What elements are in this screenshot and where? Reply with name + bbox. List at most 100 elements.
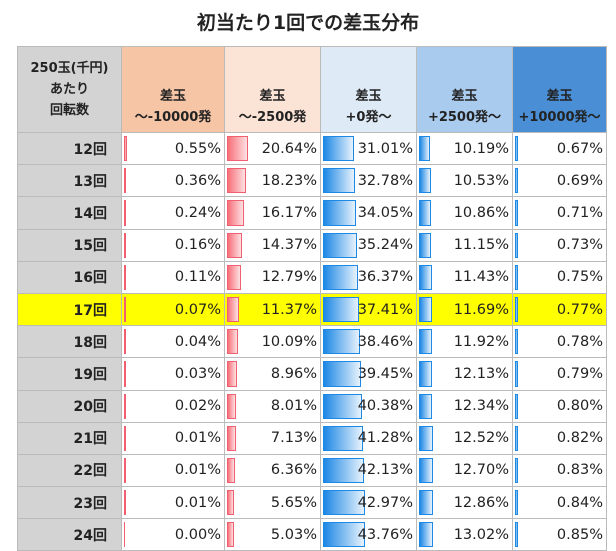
data-bar (323, 200, 357, 226)
row-label: 18回 (17, 325, 122, 359)
value-text: 12.70% (453, 462, 509, 479)
data-bar (323, 136, 354, 162)
data-bar (419, 168, 431, 194)
corner-line: あたり (49, 82, 89, 97)
value-text: 16.17% (261, 204, 317, 221)
value-text: 7.13% (270, 430, 317, 447)
data-bar (227, 232, 243, 258)
value-cell: 12.13% (416, 357, 513, 391)
row-label: 13回 (17, 164, 122, 198)
data-bar (227, 264, 241, 290)
value-cell: 16.17% (224, 196, 321, 230)
data-bar (515, 200, 518, 226)
value-cell: 36.37% (320, 260, 417, 294)
value-text: 32.78% (357, 172, 413, 189)
value-text: 0.77% (556, 301, 603, 318)
value-cell: 8.01% (224, 389, 321, 423)
value-cell: 12.79% (224, 260, 321, 294)
value-text: 20.64% (261, 140, 317, 157)
value-text: 0.07% (174, 301, 221, 318)
value-text: 18.23% (261, 172, 317, 189)
data-bar (124, 136, 127, 162)
data-bar (323, 457, 364, 484)
data-bar (227, 522, 234, 548)
value-text: 10.09% (261, 333, 317, 350)
data-bar (124, 232, 127, 258)
value-cell: 0.07% (121, 292, 225, 327)
value-cell: 0.69% (512, 164, 607, 198)
data-bar (419, 232, 432, 258)
value-cell: 42.97% (320, 486, 417, 520)
value-cell: 11.69% (416, 292, 513, 327)
value-text: 8.01% (270, 398, 317, 415)
value-cell: 10.86% (416, 196, 513, 230)
header-line: 差玉 (355, 89, 382, 104)
header-line: +10000発～ (518, 110, 601, 125)
chart-title: 初当たり1回での差玉分布 (196, 12, 420, 34)
data-bar (227, 329, 239, 355)
data-bar (419, 361, 433, 387)
value-cell: 12.34% (416, 389, 513, 423)
value-text: 0.00% (174, 526, 221, 543)
data-bar (515, 490, 518, 516)
data-bar (419, 393, 433, 419)
value-cell: 31.01% (320, 131, 417, 166)
value-cell: 5.65% (224, 486, 321, 520)
value-text: 10.19% (453, 140, 509, 157)
value-text: 0.03% (174, 365, 221, 382)
table-row: 17回 0.07% 11.37% 37.41% 11.69% 0.77% (17, 292, 607, 327)
data-bar (124, 200, 127, 226)
row-label: 20回 (17, 389, 122, 423)
value-text: 42.97% (357, 494, 413, 511)
data-bar (323, 425, 363, 451)
value-text: 0.71% (556, 204, 603, 221)
data-bar (515, 522, 518, 548)
value-cell: 10.53% (416, 164, 513, 198)
table-row: 12回 0.55% 20.64% 31.01% 10.19% 0.67% (17, 131, 607, 166)
value-cell: 0.01% (121, 486, 225, 520)
column-header: 差玉 +10000発～ (512, 46, 607, 133)
row-label: 14回 (17, 196, 122, 230)
value-cell: 0.01% (121, 453, 225, 488)
column-header: 差玉 ～-10000発 (121, 46, 225, 133)
data-bar (227, 425, 236, 451)
value-cell: 8.96% (224, 357, 321, 391)
value-text: 0.85% (556, 526, 603, 543)
value-text: 31.01% (357, 140, 413, 157)
data-bar (227, 296, 240, 323)
value-cell: 0.11% (121, 260, 225, 294)
value-text: 13.02% (453, 526, 509, 543)
value-text: 0.79% (556, 365, 603, 382)
value-text: 14.37% (261, 237, 317, 254)
distribution-table: 250玉(千円) あたり 回転数 差玉 ～-10000発 差玉 ～-2500発 差玉 +0… (17, 46, 607, 551)
value-text: 0.75% (556, 269, 603, 286)
value-text: 10.53% (453, 172, 509, 189)
value-cell: 38.46% (320, 325, 417, 359)
value-cell: 0.85% (512, 518, 607, 551)
column-header: 差玉 +2500発～ (416, 46, 513, 133)
value-text: 0.01% (174, 430, 221, 447)
row-label: 15回 (17, 228, 122, 262)
value-text: 35.24% (357, 237, 413, 254)
data-bar (323, 522, 366, 548)
value-cell: 13.02% (416, 518, 513, 551)
row-label: 16回 (17, 260, 122, 294)
data-bar (419, 329, 432, 355)
value-text: 12.52% (453, 430, 509, 447)
value-cell: 0.78% (512, 325, 607, 359)
value-text: 12.86% (453, 494, 509, 511)
value-text: 8.96% (270, 365, 317, 382)
header-line: ～-2500発 (238, 110, 307, 125)
value-cell: 11.92% (416, 325, 513, 359)
data-bar (124, 490, 127, 516)
value-cell: 10.09% (224, 325, 321, 359)
data-bar (124, 168, 127, 194)
data-bar (515, 329, 518, 355)
data-bar (419, 522, 433, 548)
value-cell: 10.19% (416, 131, 513, 166)
data-bar (323, 490, 365, 516)
value-text: 36.37% (357, 269, 413, 286)
value-cell: 12.70% (416, 453, 513, 488)
table-row: 18回 0.04% 10.09% 38.46% 11.92% 0.78% (17, 325, 607, 359)
data-bar (515, 296, 518, 323)
